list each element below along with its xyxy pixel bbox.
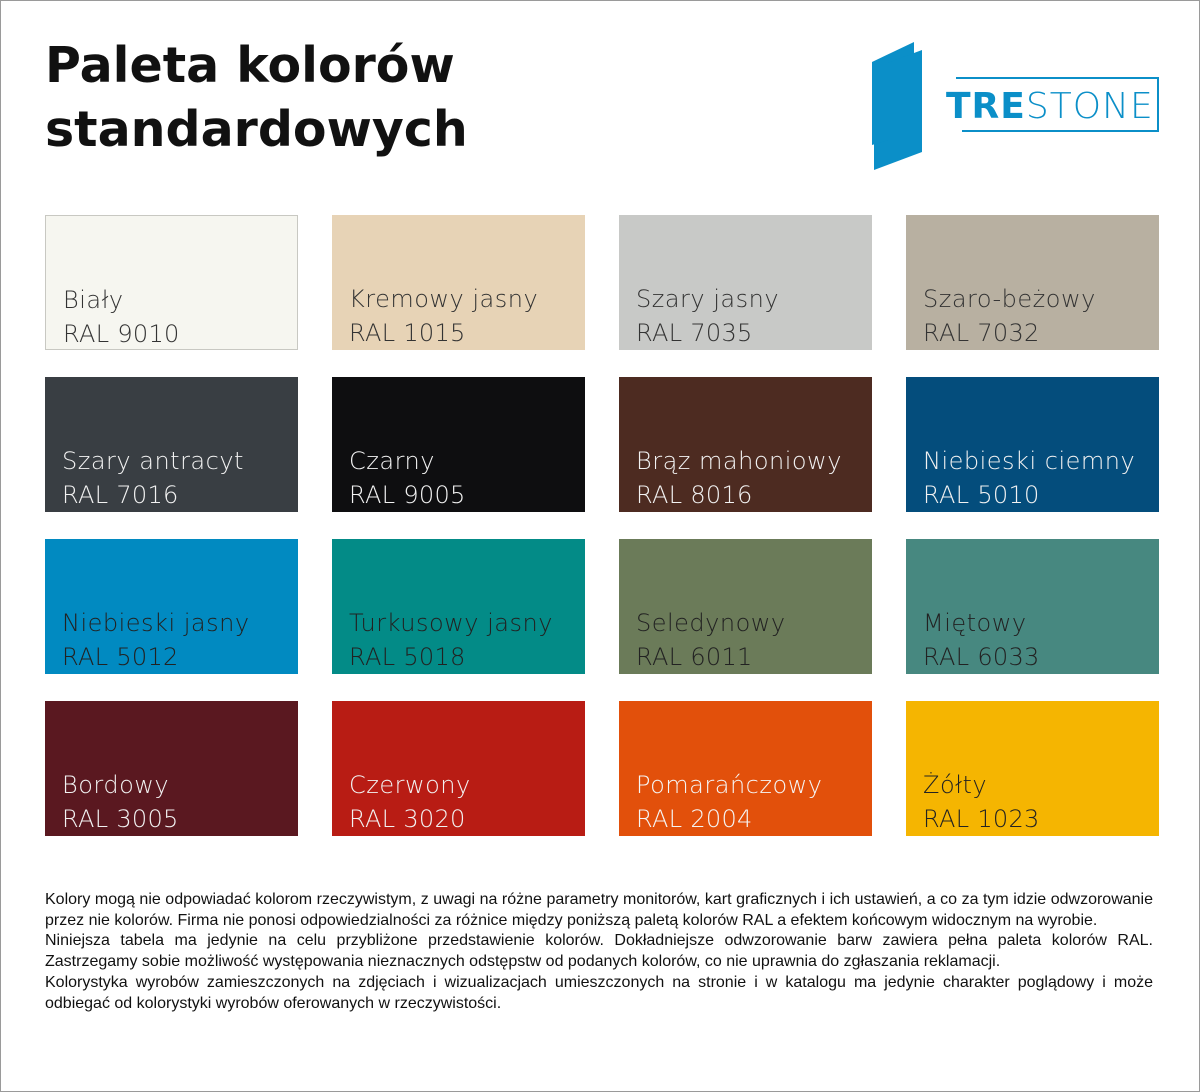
swatch-ral-code: RAL 7035 [636, 319, 753, 347]
swatch-name: Biały [63, 286, 124, 314]
swatch-name: Szaro-beżowy [923, 285, 1096, 313]
swatch-name: Żółty [923, 771, 988, 799]
disclaimer-paragraph: Niniejsza tabela ma jedynie na celu przy… [45, 932, 1153, 971]
color-swatch: Żółty RAL 1023 [906, 701, 1159, 836]
swatch-ral-code: RAL 1015 [349, 319, 466, 347]
color-swatch: Niebieski jasny RAL 5012 [45, 539, 298, 674]
swatch-name: Szary jasny [636, 285, 780, 313]
disclaimer: Kolory mogą nie odpowiadać kolorom rzecz… [45, 890, 1153, 1014]
color-swatch: Miętowy RAL 6033 [906, 539, 1159, 674]
color-swatch: Czarny RAL 9005 [332, 377, 585, 512]
swatch-ral-code: RAL 3005 [62, 805, 179, 833]
swatch-name: Seledynowy [636, 609, 786, 637]
color-swatch: Bordowy RAL 3005 [45, 701, 298, 836]
swatch-ral-code: RAL 2004 [636, 805, 753, 833]
logo-text: TRESTONE [946, 86, 1154, 127]
swatch-name: Pomarańczowy [636, 771, 823, 799]
color-swatch: Biały RAL 9010 [45, 215, 298, 350]
logo-mark-icon [872, 42, 1159, 170]
swatch-ral-code: RAL 7032 [923, 319, 1040, 347]
swatch-name: Szary antracyt [62, 447, 244, 475]
swatch-name: Niebieski ciemny [923, 447, 1136, 475]
swatch-ral-code: RAL 3020 [349, 805, 466, 833]
swatch-ral-code: RAL 5018 [349, 643, 466, 671]
color-swatch: Seledynowy RAL 6011 [619, 539, 872, 674]
color-swatch: Kremowy jasny RAL 1015 [332, 215, 585, 350]
swatch-name: Miętowy [923, 609, 1027, 637]
color-swatch: Czerwony RAL 3020 [332, 701, 585, 836]
swatch-name: Niebieski jasny [62, 609, 250, 637]
color-swatch: Szary antracyt RAL 7016 [45, 377, 298, 512]
swatch-ral-code: RAL 7016 [62, 481, 179, 509]
swatch-name: Brąz mahoniowy [636, 447, 842, 475]
color-swatch: Szaro-beżowy RAL 7032 [906, 215, 1159, 350]
swatch-ral-code: RAL 6033 [923, 643, 1040, 671]
color-swatch: Brąz mahoniowy RAL 8016 [619, 377, 872, 512]
swatch-ral-code: RAL 9010 [63, 320, 180, 348]
color-swatch: Pomarańczowy RAL 2004 [619, 701, 872, 836]
swatch-ral-code: RAL 6011 [636, 643, 753, 671]
swatch-ral-code: RAL 9005 [349, 481, 466, 509]
swatch-ral-code: RAL 1023 [923, 805, 1040, 833]
swatch-ral-code: RAL 8016 [636, 481, 753, 509]
color-swatch: Niebieski ciemny RAL 5010 [906, 377, 1159, 512]
swatch-name: Czerwony [349, 771, 471, 799]
disclaimer-paragraph: Kolory mogą nie odpowiadać kolorom rzecz… [45, 891, 1153, 929]
swatch-ral-code: RAL 5012 [62, 643, 179, 671]
swatch-ral-code: RAL 5010 [923, 481, 1040, 509]
swatch-name: Turkusowy jasny [349, 609, 553, 637]
color-swatch: Szary jasny RAL 7035 [619, 215, 872, 350]
swatch-name: Czarny [349, 447, 435, 475]
swatch-name: Kremowy jasny [349, 285, 539, 313]
swatch-name: Bordowy [62, 771, 170, 799]
trestone-logo: TRESTONE [868, 40, 1163, 175]
disclaimer-paragraph: Kolorystyka wyrobów zamieszczonych na zd… [45, 973, 1153, 1012]
page-title: Paleta kolorów standardowych [45, 37, 468, 158]
color-swatch: Turkusowy jasny RAL 5018 [332, 539, 585, 674]
